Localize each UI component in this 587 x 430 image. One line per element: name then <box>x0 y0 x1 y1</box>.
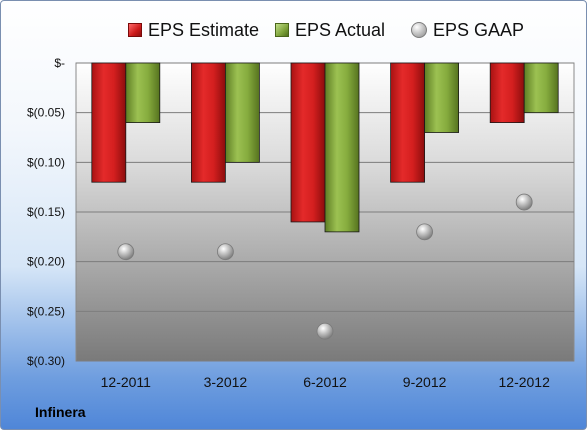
y-tick-label: $(0.10) <box>27 155 65 169</box>
point-eps-gaap <box>117 243 135 261</box>
point-eps-gaap <box>416 223 434 241</box>
y-tick-label: $(0.30) <box>27 354 65 368</box>
x-tick-label: 3-2012 <box>204 374 248 390</box>
bar-eps-actual <box>523 62 559 114</box>
bar-eps-actual <box>125 62 161 123</box>
x-tick-label: 9-2012 <box>403 374 447 390</box>
bar-eps-estimate <box>290 62 326 223</box>
x-axis-ticks: 12-2011 3-2012 6-2012 9-2012 12-2012 <box>101 374 550 390</box>
legend-label-estimate: EPS Estimate <box>148 19 260 40</box>
legend-item-estimate: EPS Estimate <box>128 18 259 42</box>
bar-eps-actual <box>324 62 360 233</box>
bar-eps-estimate <box>489 62 525 123</box>
bar-eps-actual <box>224 62 260 163</box>
estimate-swatch-icon <box>128 23 142 37</box>
bar-eps-estimate <box>390 62 426 183</box>
y-tick-label: $- <box>54 56 65 70</box>
x-tick-label: 12-2011 <box>101 374 152 390</box>
point-eps-gaap <box>515 193 533 211</box>
bars <box>91 62 559 233</box>
x-tick-label: 12-2012 <box>499 374 551 390</box>
point-eps-gaap <box>216 243 234 261</box>
legend-label-gaap: EPS GAAP <box>433 19 525 40</box>
x-tick-label: 6-2012 <box>303 374 347 390</box>
gaap-points <box>117 193 533 340</box>
y-tick-label: $(0.05) <box>27 106 65 120</box>
bar-eps-estimate <box>91 62 127 183</box>
y-tick-label: $(0.15) <box>27 205 65 219</box>
company-label: Infinera <box>35 404 86 420</box>
legend-item-actual: EPS Actual <box>275 18 385 42</box>
legend-label-actual: EPS Actual <box>295 19 386 40</box>
y-tick-label: $(0.25) <box>27 304 65 318</box>
bar-eps-actual <box>424 62 460 133</box>
actual-swatch-icon <box>275 23 289 37</box>
bar-eps-estimate <box>190 62 226 183</box>
y-axis-ticks: $- $(0.05) $(0.10) $(0.15) $(0.20) $(0.25) $(0… <box>27 56 65 368</box>
point-eps-gaap <box>316 322 334 340</box>
legend-item-gaap: EPS GAAP <box>411 18 524 42</box>
y-tick-label: $(0.20) <box>27 255 65 269</box>
gaap-swatch-icon <box>411 22 427 38</box>
